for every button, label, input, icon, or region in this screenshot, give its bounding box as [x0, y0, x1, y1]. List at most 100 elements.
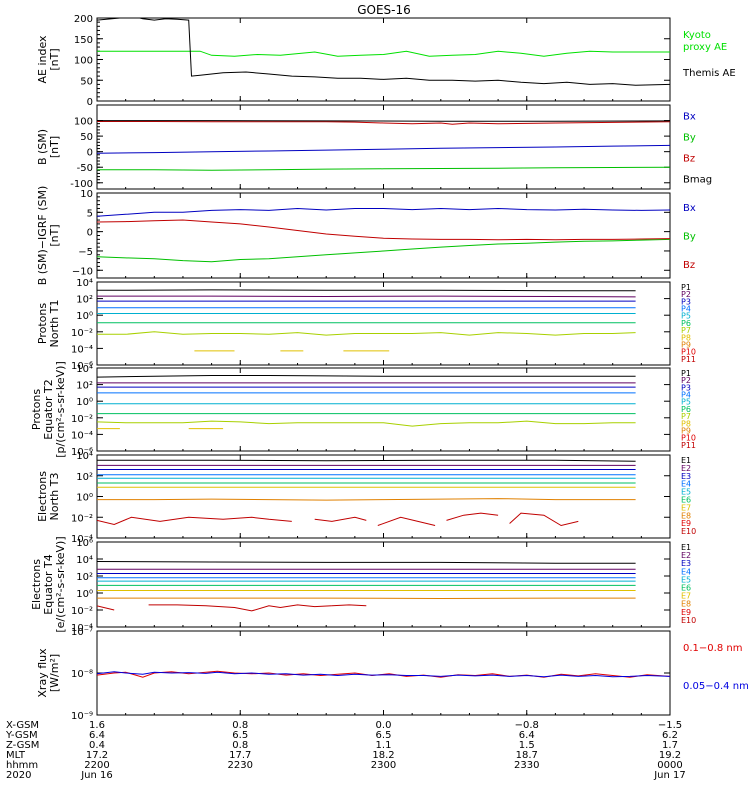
legend-entry: P10 — [681, 434, 696, 443]
y-tick-label: 10⁴ — [76, 278, 93, 289]
legend-entry: Bx — [683, 203, 696, 214]
panel-bigrf: −10 −5 0 5 10 B (SM)−IGRF (SM)[nT] Bx By Bz — [36, 186, 696, 286]
y-axis-label-line: AE index — [36, 35, 49, 84]
x-axis-value: 1.6 — [89, 720, 105, 731]
y-axis-label-line: Equator T2 — [42, 379, 55, 439]
y-tick-label: 10⁻⁴ — [71, 344, 93, 355]
series-line-e9 — [314, 516, 367, 522]
legend-entry: P1 — [681, 369, 691, 378]
panel-frame — [96, 192, 671, 279]
y-tick-label: 150 — [74, 35, 93, 46]
y-tick-label: 0 — [87, 228, 93, 239]
y-tick-label: 10⁰ — [76, 311, 93, 322]
y-axis-label: ProtonsEquator T2[p/(cm²-s-sr-keV)] — [30, 361, 67, 458]
y-tick-label: 200 — [74, 14, 93, 25]
legend-entry: E9 — [681, 519, 691, 528]
legend-entry: P3 — [681, 297, 691, 306]
y-tick-label: 5 — [87, 208, 93, 219]
legend-entry: E4 — [681, 480, 691, 489]
series-line-by — [97, 166, 670, 171]
series-line-bx — [97, 207, 670, 217]
y-tick-label: -100 — [70, 179, 93, 190]
legend-entry: E3 — [681, 559, 691, 568]
y-tick-label: 10⁻² — [71, 414, 93, 425]
panel-electrons_t4: 10⁻⁴ 10⁻² 10⁰ 10² 10⁴ 10⁶ ElectronsEquator T4[… — [30, 536, 696, 634]
x-axis-value: 6.4 — [519, 730, 535, 741]
series-group — [97, 459, 636, 527]
series-group — [97, 670, 670, 678]
y-axis-label-line: [W/m²] — [48, 654, 61, 692]
x-axis-value: 1.1 — [376, 740, 392, 751]
y-tick-label: 0 — [87, 148, 93, 159]
series-line-bmag — [97, 120, 670, 122]
legend-entry: E10 — [681, 616, 696, 625]
legend-entry: E10 — [681, 527, 696, 536]
y-axis-label-line: [nT] — [48, 224, 61, 246]
series-line-e9 — [148, 604, 332, 612]
legend-entry: Themis AE — [682, 68, 736, 79]
legend-entry: E8 — [681, 511, 691, 520]
legend-entry: P7 — [681, 326, 691, 335]
y-axis-label: ProtonsNorth T1 — [36, 300, 61, 348]
legend-entry: P7 — [681, 412, 691, 421]
series-group — [97, 375, 636, 430]
series-line-e9 — [377, 516, 436, 526]
y-tick-label: 10⁴ — [76, 555, 93, 566]
y-tick-label: 10⁰ — [76, 493, 93, 504]
legend-entry: E3 — [681, 472, 691, 481]
legend-entry: P2 — [681, 290, 691, 299]
legend-entry: E5 — [681, 488, 691, 497]
legend-entry: P2 — [681, 376, 691, 385]
x-axis-value: 2330 — [514, 760, 539, 771]
y-axis-label-line: [nT] — [48, 136, 61, 158]
legend-entry: P11 — [681, 355, 696, 364]
y-tick-label: 10⁴ — [76, 451, 93, 462]
legend-entry: P3 — [681, 383, 691, 392]
legend-entry: E9 — [681, 608, 691, 617]
series-line-e9 — [509, 512, 579, 527]
legend-entry: P5 — [681, 398, 691, 407]
panel-frame — [96, 17, 671, 102]
series-line-e9 — [446, 512, 499, 521]
x-axis-value: 0.4 — [89, 740, 105, 751]
legend-entry: P6 — [681, 405, 691, 414]
legend-entry: E2 — [681, 464, 691, 473]
legend-entry: E6 — [681, 584, 691, 593]
series-line-p7 — [97, 420, 636, 427]
y-tick-label: 10⁻⁶ — [71, 447, 93, 458]
legend-entry: P4 — [681, 391, 691, 400]
y-tick-label: 10² — [76, 295, 93, 306]
series-line-p1 — [97, 375, 636, 378]
series-line-p7 — [97, 331, 636, 336]
legend-entry: P6 — [681, 319, 691, 328]
panel-electrons_t3: 10⁻⁴ 10⁻² 10⁰ 10² 10⁴ ElectronsNorth T3 E1E2E3… — [36, 451, 696, 545]
y-tick-label: -50 — [77, 163, 93, 174]
y-axis-label-line: Equator T4 — [42, 554, 55, 614]
y-axis-label: ElectronsNorth T3 — [36, 471, 61, 522]
y-axis-label-line: Protons — [30, 389, 43, 430]
series-line-p1 — [97, 289, 636, 292]
y-axis-label-line: Protons — [36, 303, 49, 344]
y-tick-label: −10 — [72, 266, 93, 277]
series-group — [97, 561, 636, 612]
legend-entry: P9 — [681, 340, 691, 349]
legend-entry: P8 — [681, 333, 691, 342]
legend-entry: Bz — [683, 154, 695, 165]
x-axis-value: Jun 17 — [653, 770, 686, 781]
y-tick-label: 10² — [76, 572, 93, 583]
y-tick-label: 10⁻² — [71, 328, 93, 339]
series-line-themis-ae — [97, 18, 670, 86]
series-line-e9 — [331, 604, 367, 607]
series-line-e9 — [97, 605, 115, 611]
x-axis-row-label: Z-GSM — [6, 740, 39, 751]
y-tick-label: 10⁻⁸ — [71, 669, 93, 680]
x-axis-value: 0.8 — [232, 740, 248, 751]
series-group — [97, 18, 670, 86]
y-tick-label: 10⁻⁴ — [71, 430, 93, 441]
y-tick-label: 10² — [76, 472, 93, 483]
series-line-e1 — [97, 561, 636, 564]
series-line-e9 — [97, 516, 292, 526]
y-tick-label: 100 — [74, 56, 93, 67]
legend-entry: E2 — [681, 551, 691, 560]
